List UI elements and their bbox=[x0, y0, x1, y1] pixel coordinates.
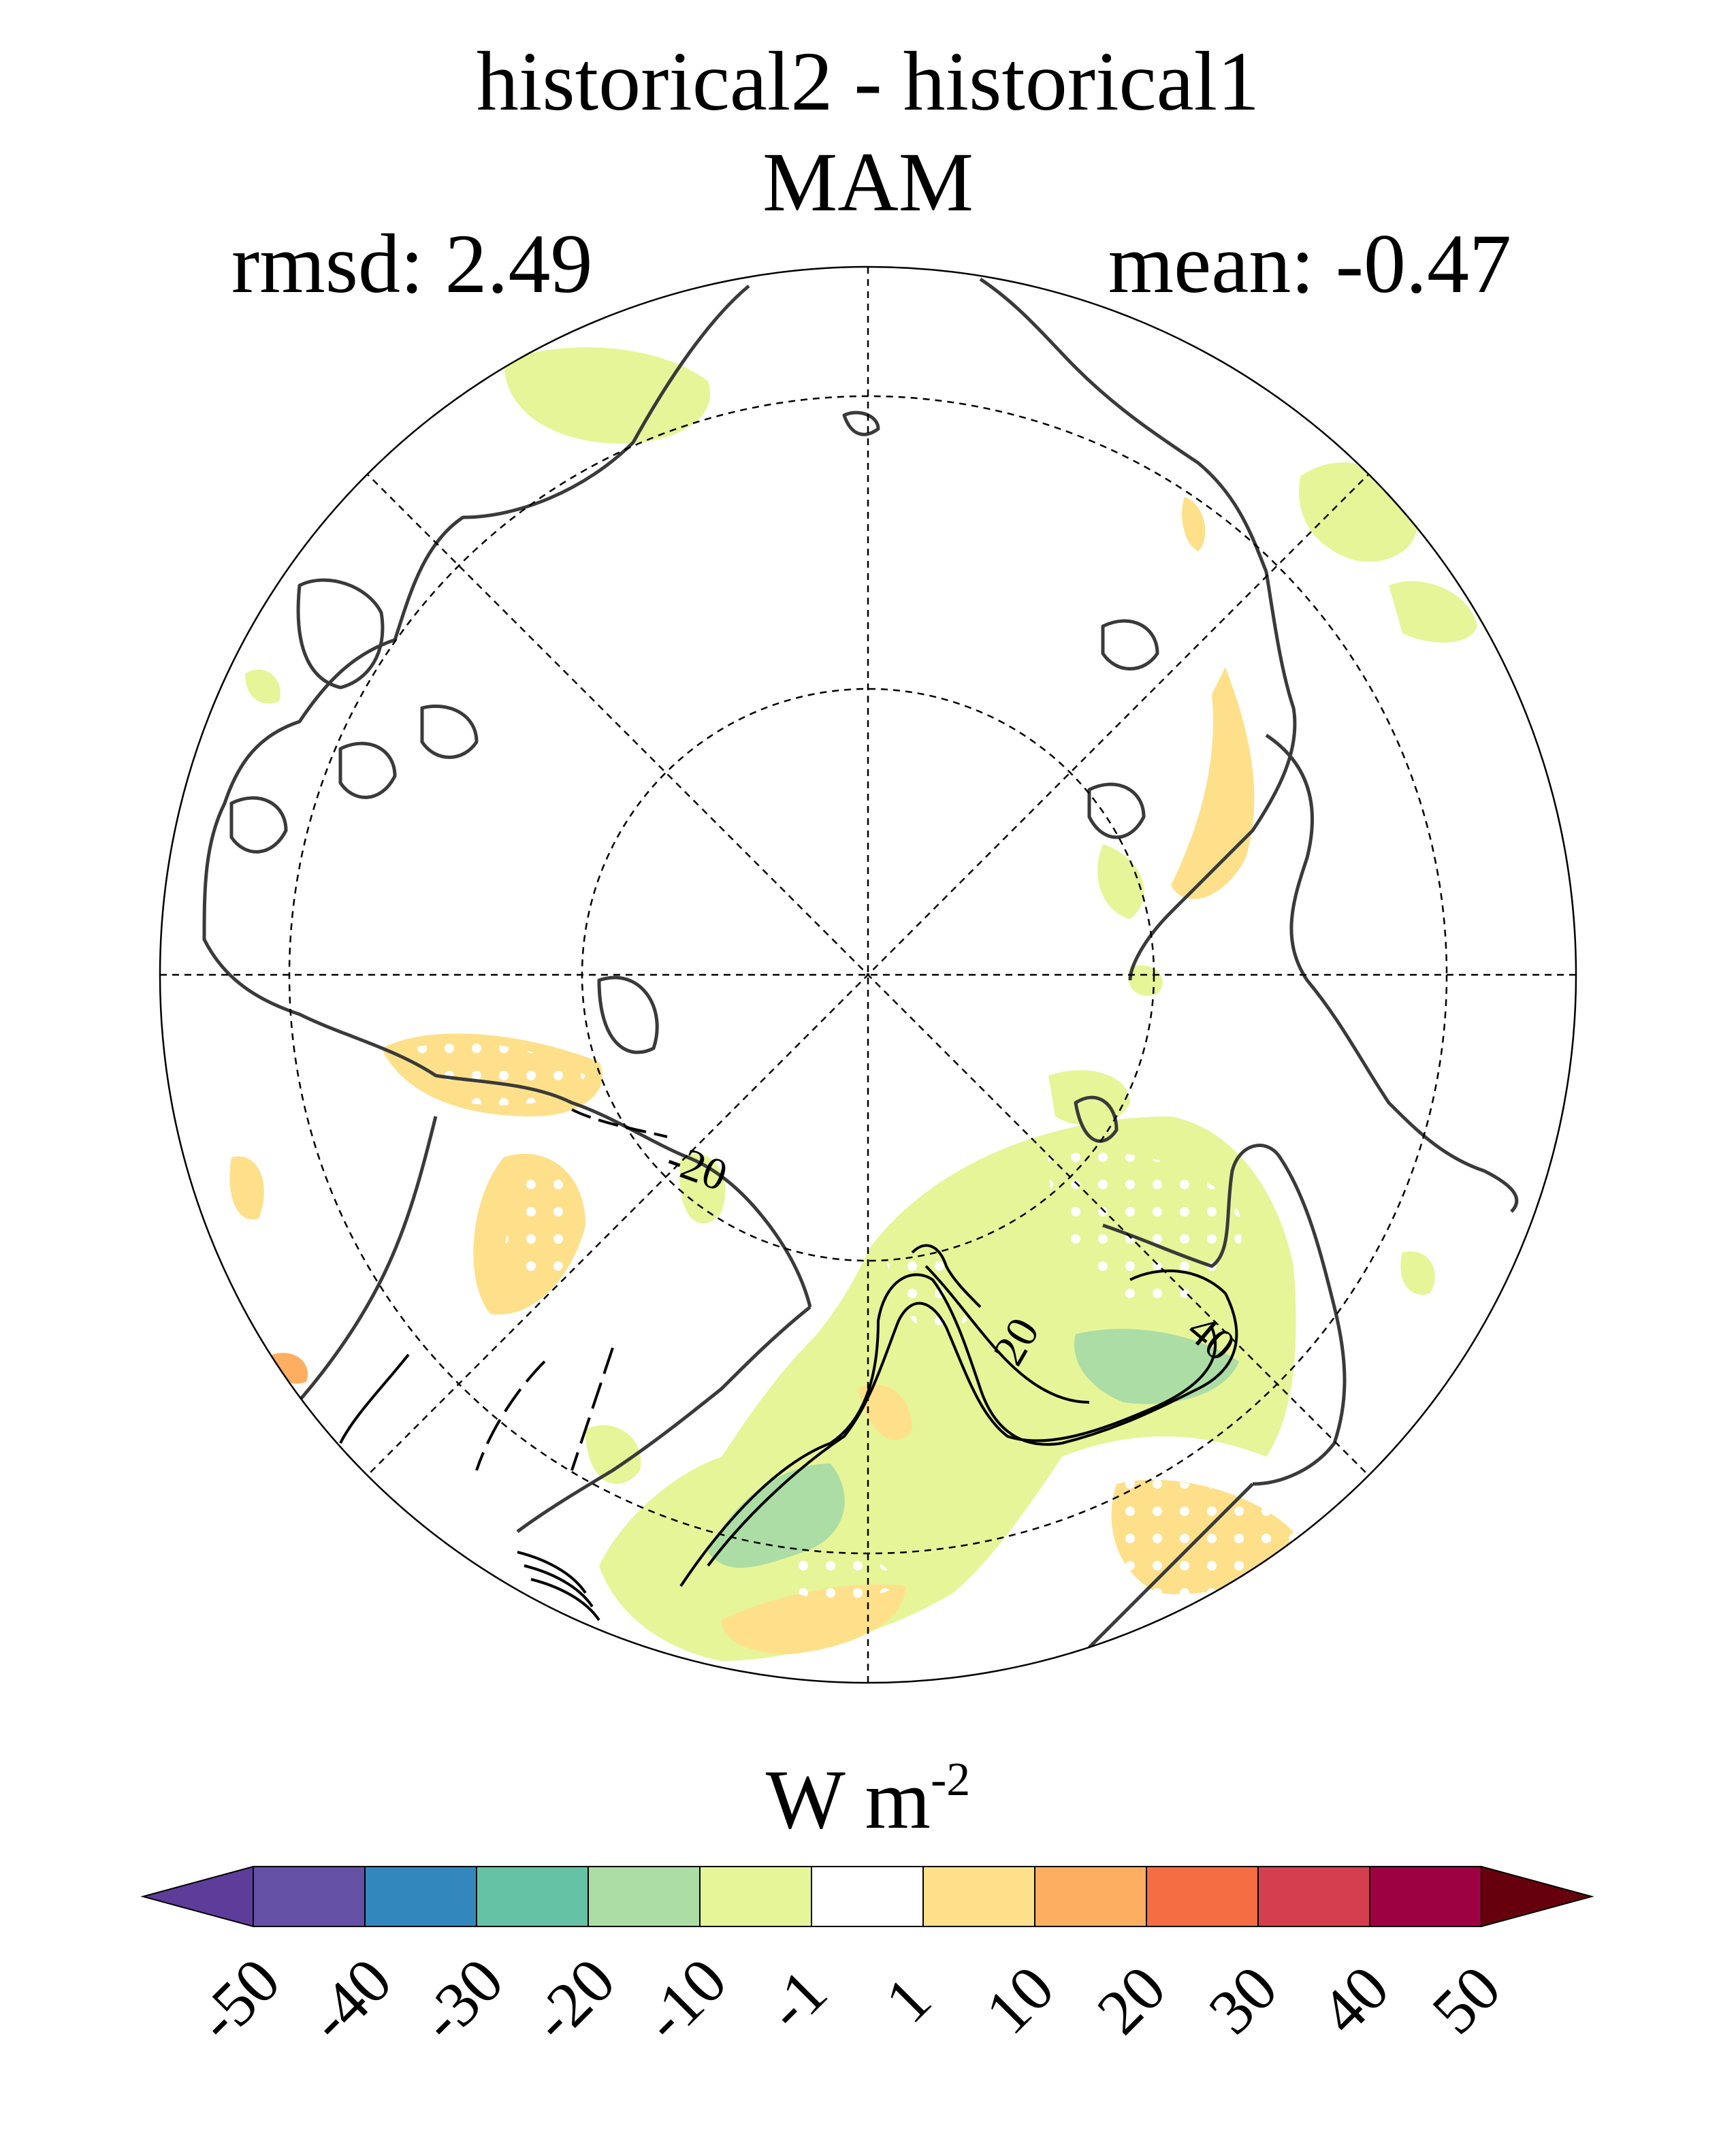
colorbar-box bbox=[253, 1866, 366, 1927]
map-border bbox=[159, 265, 1577, 1684]
colorbar-tick-label: 1 bbox=[872, 1964, 945, 2037]
colorbar-tick-label: -10 bbox=[630, 1945, 740, 2055]
colorbar-box bbox=[364, 1866, 477, 1927]
colorbar-max-arrow bbox=[1481, 1865, 1594, 1928]
colorbar-tick-label: 10 bbox=[972, 1952, 1067, 2048]
colorbar-tick-label: -30 bbox=[406, 1945, 517, 2055]
anomaly-contours bbox=[339, 1108, 1238, 1621]
title-line1: historical2 - historical1 bbox=[476, 35, 1260, 128]
colorbar-box bbox=[1146, 1866, 1259, 1927]
colorbar-box bbox=[922, 1866, 1035, 1927]
colorbar-tick-label: 40 bbox=[1307, 1952, 1402, 2048]
colorbar-box bbox=[811, 1866, 924, 1927]
mean-stat: mean: -0.47 bbox=[1108, 217, 1511, 310]
colorbar-tick-label: -1 bbox=[753, 1956, 841, 2044]
colorbar-tick-label: -50 bbox=[183, 1945, 293, 2055]
polar-map: -20 20 40 bbox=[159, 265, 1577, 1684]
colorbar-box bbox=[1257, 1866, 1370, 1927]
colorbar-box bbox=[699, 1866, 812, 1927]
unit-exponent: -2 bbox=[930, 1754, 971, 1806]
colorbar-tick-label: 30 bbox=[1195, 1952, 1291, 2048]
colorbar-unit: W m-2 bbox=[0, 1756, 1736, 1842]
colorbar-tick-label: -20 bbox=[518, 1945, 628, 2055]
colorbar-tick-label: 50 bbox=[1419, 1952, 1514, 2048]
rmsd-stat: rmsd: 2.49 bbox=[231, 217, 593, 310]
graticule bbox=[160, 267, 1576, 1683]
colorbar-box bbox=[588, 1866, 701, 1927]
colorbar-box bbox=[1034, 1866, 1147, 1927]
colorbar-box bbox=[476, 1866, 589, 1927]
colorbar-min-arrow bbox=[140, 1865, 254, 1928]
colorbar-tick-label: 20 bbox=[1084, 1952, 1179, 2048]
colorbar-tick-label: -40 bbox=[295, 1945, 405, 2055]
coastlines bbox=[189, 277, 1519, 1649]
colorbar-box bbox=[1369, 1866, 1482, 1927]
title-season: MAM bbox=[762, 135, 974, 229]
unit-base: W m bbox=[765, 1753, 931, 1846]
